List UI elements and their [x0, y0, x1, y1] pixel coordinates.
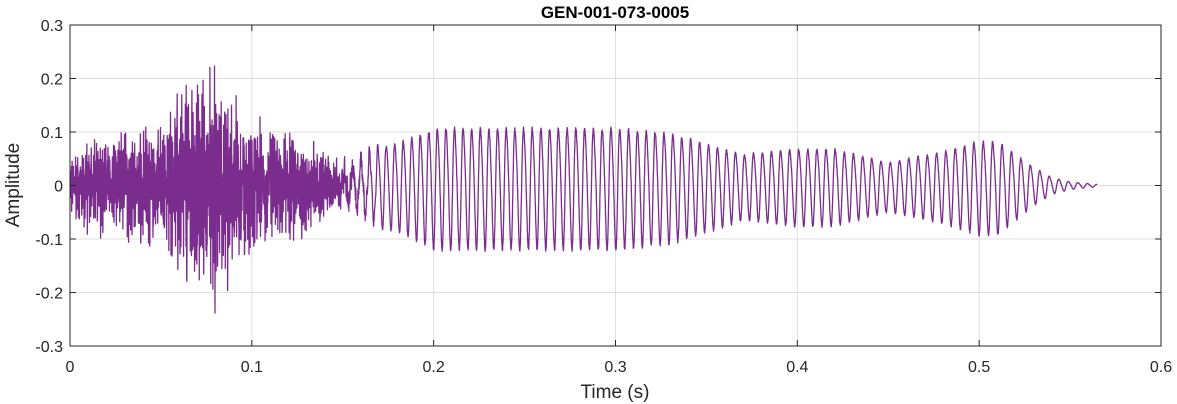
y-axis-label: Amplitude: [3, 143, 24, 228]
y-tick-label: -0.3: [35, 339, 63, 356]
x-tick-label: 0.6: [1150, 359, 1172, 376]
x-axis-label: Time (s): [581, 382, 650, 403]
x-tick-label: 0.2: [423, 359, 445, 376]
chart-title: GEN-001-073-0005: [541, 3, 689, 22]
series-group: [70, 65, 1098, 314]
y-tick-label: 0.3: [41, 18, 63, 35]
waveform-series-line: [70, 65, 1098, 314]
x-tick-label: 0.1: [241, 359, 263, 376]
y-tick-label: 0.1: [41, 125, 63, 142]
x-tick-label: 0.5: [968, 359, 990, 376]
y-tick-label: 0.2: [41, 72, 63, 89]
x-tick-label: 0.3: [604, 359, 626, 376]
y-tick-label: 0: [54, 179, 63, 196]
x-axis-ticks: 0 0.1 0.2 0.3 0.4 0.5 0.6: [66, 25, 1172, 376]
y-tick-label: -0.1: [35, 232, 63, 249]
y-tick-label: -0.2: [35, 286, 63, 303]
x-tick-label: 0: [66, 359, 75, 376]
y-axis-ticks: -0.3 -0.2 -0.1 0 0.1 0.2 0.3: [35, 18, 1161, 356]
x-tick-label: 0.4: [786, 359, 808, 376]
